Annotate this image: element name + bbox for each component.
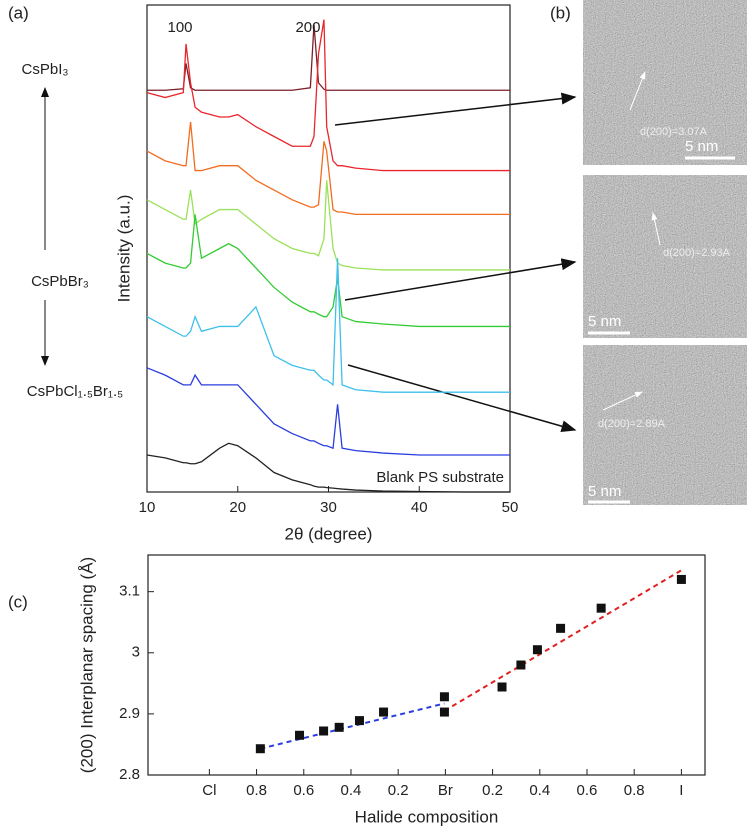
data-point — [676, 574, 686, 584]
data-point — [556, 623, 566, 633]
data-point — [497, 682, 507, 692]
x-tick-label: Cl — [202, 782, 216, 799]
x-tick-label: I — [679, 782, 683, 799]
peak-label: 100 — [168, 19, 193, 36]
arrow — [344, 258, 577, 301]
composition-label: CsPbBr₃ — [31, 273, 89, 290]
y-tick-label: 2.9 — [119, 705, 140, 722]
x-tick-label: 0.8 — [246, 782, 267, 799]
xrd-trace — [146, 19, 510, 172]
data-point — [439, 707, 449, 717]
y-tick-label: 2.8 — [119, 766, 140, 783]
x-tick-label: 0.2 — [388, 782, 409, 799]
tem-label: d(200)=2.93A — [663, 247, 731, 259]
scale-label: 5 nm — [588, 313, 621, 330]
x-tick-label: 50 — [502, 499, 519, 516]
annotation: Blank PS substrate — [376, 469, 504, 486]
arrow — [629, 71, 646, 111]
y-tick-label: 3.1 — [119, 583, 140, 600]
x-tick-label: 30 — [320, 499, 337, 516]
tem-image — [583, 175, 747, 338]
x-tick-label: 0.6 — [577, 782, 598, 799]
data-point — [596, 603, 606, 613]
tem-image — [583, 345, 747, 505]
panel-label: (b) — [550, 3, 571, 22]
xrd-trace — [146, 258, 510, 393]
plot-frame — [147, 554, 706, 776]
panel-label: (a) — [8, 3, 29, 22]
y-axis-label: Intensity (a.u.) — [114, 195, 133, 303]
data-point — [439, 692, 449, 702]
arrow — [651, 212, 661, 246]
y-axis-label: (200) Interplanar spacing (Å) — [77, 557, 96, 773]
data-point — [379, 707, 389, 717]
panel-label: (c) — [8, 592, 28, 611]
data-point — [354, 716, 364, 726]
data-point — [532, 645, 542, 655]
peak-label: 200 — [295, 19, 320, 36]
xrd-trace — [146, 442, 510, 493]
tem-label: d(200)=3.07A — [640, 126, 708, 138]
arrow — [602, 391, 643, 411]
xrd-trace — [146, 180, 510, 271]
data-point — [516, 660, 526, 670]
x-tick-label: 20 — [229, 499, 246, 516]
scale-label: 5 nm — [588, 483, 621, 500]
x-tick-label: 0.4 — [341, 782, 362, 799]
tem-image — [583, 0, 747, 165]
plot-frame — [146, 4, 511, 493]
x-tick-label: 0.2 — [482, 782, 503, 799]
fit-line — [260, 702, 445, 750]
xrd-trace — [146, 367, 510, 456]
x-axis-label: 2θ (degree) — [285, 524, 373, 543]
data-point — [255, 744, 265, 754]
tem-label: d(200)=2.89A — [598, 418, 666, 430]
xrd-trace — [147, 24, 510, 91]
tem-panels: d(200)=3.07A 5 nm d(200)=2.93A 5 nm d(20… — [583, 0, 747, 505]
fit-line — [443, 569, 682, 712]
xrd-trace — [146, 214, 510, 328]
x-tick-label: 0.4 — [529, 782, 550, 799]
x-tick-label: 40 — [411, 499, 428, 516]
arrow — [334, 92, 577, 126]
arrow — [347, 364, 577, 433]
x-tick-label: Br — [438, 782, 453, 799]
x-tick-label: 0.6 — [293, 782, 314, 799]
x-tick-label: 10 — [139, 499, 156, 516]
data-point — [319, 726, 329, 736]
x-tick-label: 0.8 — [624, 782, 645, 799]
xrd-trace — [146, 121, 510, 216]
composition-label: CsPbCl₁.₅Br₁.₅ — [27, 383, 123, 400]
scale-label: 5 nm — [685, 138, 718, 155]
data-point — [295, 730, 305, 740]
x-axis-label: Halide composition — [355, 807, 499, 826]
y-tick-label: 3 — [132, 644, 140, 661]
data-point — [334, 722, 344, 732]
composition-label: CsPbI₃ — [22, 61, 69, 78]
